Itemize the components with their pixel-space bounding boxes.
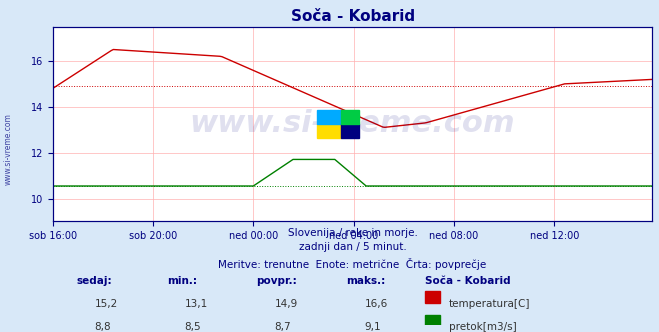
Bar [316, 110, 341, 124]
Text: Meritve: trenutne  Enote: metrične  Črta: povprečje: Meritve: trenutne Enote: metrične Črta: … [218, 258, 487, 270]
Text: Slovenija / reke in morje.: Slovenija / reke in morje. [287, 228, 418, 238]
Text: www.si-vreme.com: www.si-vreme.com [190, 110, 515, 138]
Bar [316, 124, 341, 138]
Text: zadnji dan / 5 minut.: zadnji dan / 5 minut. [299, 242, 407, 252]
Text: min.:: min.: [167, 276, 196, 286]
Text: 9,1: 9,1 [364, 322, 381, 332]
Text: www.si-vreme.com: www.si-vreme.com [3, 114, 13, 185]
Text: 15,2: 15,2 [95, 299, 118, 309]
Title: Soča - Kobarid: Soča - Kobarid [291, 9, 415, 24]
Bar [341, 124, 358, 138]
Text: 8,5: 8,5 [185, 322, 201, 332]
Text: Soča - Kobarid: Soča - Kobarid [424, 276, 510, 286]
Text: povpr.:: povpr.: [256, 276, 297, 286]
Text: sedaj:: sedaj: [76, 276, 112, 286]
Text: 8,7: 8,7 [275, 322, 291, 332]
Text: temperatura[C]: temperatura[C] [449, 299, 530, 309]
Bar [424, 315, 440, 327]
Text: pretok[m3/s]: pretok[m3/s] [449, 322, 516, 332]
Bar [341, 110, 358, 124]
Text: 16,6: 16,6 [364, 299, 387, 309]
Text: 8,8: 8,8 [95, 322, 111, 332]
Text: 14,9: 14,9 [275, 299, 298, 309]
Text: 13,1: 13,1 [185, 299, 208, 309]
Bar [424, 291, 440, 303]
Text: maks.:: maks.: [347, 276, 386, 286]
